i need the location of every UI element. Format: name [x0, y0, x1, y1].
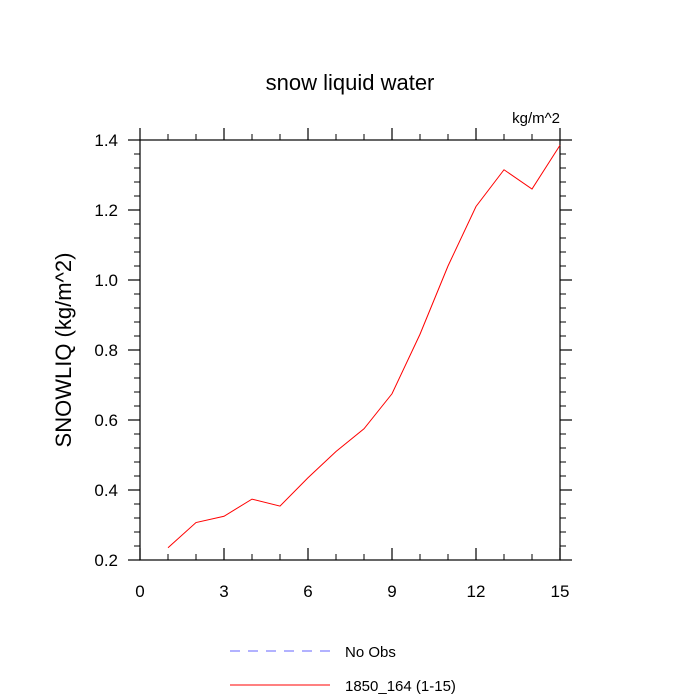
y-tick-label: 0.6: [94, 411, 118, 430]
x-tick-label: 3: [219, 582, 228, 601]
units-label: kg/m^2: [512, 110, 560, 127]
y-tick-label: 0.4: [94, 481, 118, 500]
plot-frame: [139, 139, 561, 561]
x-tick-label: 12: [467, 582, 486, 601]
series-line: [167, 144, 561, 549]
axis-ticks: [128, 128, 572, 561]
chart-title: snow liquid water: [266, 70, 435, 95]
x-tick-label: 9: [387, 582, 396, 601]
data-series: [167, 144, 561, 549]
x-tick-label: 6: [303, 582, 312, 601]
legend-label-no-obs: No Obs: [345, 644, 396, 661]
legend: No Obs 1850_164 (1-15): [230, 644, 456, 695]
x-tick-label: 15: [551, 582, 570, 601]
y-tick-label: 1.4: [94, 131, 118, 150]
y-tick-label: 0.8: [94, 341, 118, 360]
y-tick-label: 1.0: [94, 271, 118, 290]
y-tick-label: 0.2: [94, 551, 118, 570]
legend-label-series: 1850_164 (1-15): [345, 678, 456, 695]
x-tick-labels: 0 3 6 9 12 15: [135, 582, 569, 601]
y-tick-labels: 0.2 0.4 0.6 0.8 1.0 1.2 1.4: [94, 131, 118, 570]
y-axis-label: SNOWLIQ (kg/m^2): [51, 253, 76, 448]
y-tick-label: 1.2: [94, 201, 118, 220]
x-tick-label: 0: [135, 582, 144, 601]
